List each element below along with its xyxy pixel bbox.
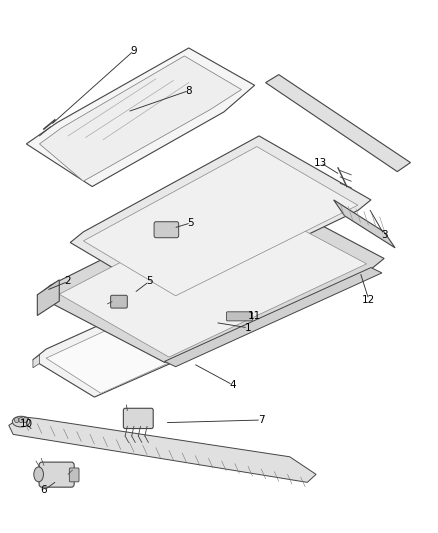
Polygon shape bbox=[26, 48, 254, 187]
Circle shape bbox=[23, 417, 28, 423]
FancyBboxPatch shape bbox=[39, 462, 74, 487]
Polygon shape bbox=[39, 56, 241, 181]
FancyBboxPatch shape bbox=[123, 408, 153, 429]
Polygon shape bbox=[46, 273, 293, 393]
Text: 3: 3 bbox=[380, 230, 387, 239]
Polygon shape bbox=[287, 301, 300, 312]
Text: 9: 9 bbox=[130, 46, 137, 55]
Text: 1: 1 bbox=[244, 323, 251, 333]
Text: 12: 12 bbox=[361, 295, 374, 304]
Polygon shape bbox=[33, 264, 300, 397]
Text: 11: 11 bbox=[247, 311, 261, 320]
Text: 5: 5 bbox=[187, 218, 194, 228]
Text: 8: 8 bbox=[185, 86, 192, 95]
Polygon shape bbox=[70, 136, 370, 301]
Polygon shape bbox=[59, 198, 366, 357]
Polygon shape bbox=[9, 417, 315, 482]
Polygon shape bbox=[37, 280, 59, 316]
Polygon shape bbox=[33, 355, 39, 368]
Polygon shape bbox=[83, 147, 357, 296]
FancyBboxPatch shape bbox=[69, 468, 79, 482]
Polygon shape bbox=[164, 268, 381, 367]
Polygon shape bbox=[37, 187, 383, 362]
Circle shape bbox=[19, 417, 23, 423]
Polygon shape bbox=[265, 75, 410, 172]
Text: 6: 6 bbox=[40, 486, 47, 495]
FancyBboxPatch shape bbox=[110, 295, 127, 308]
Text: 7: 7 bbox=[257, 415, 264, 425]
Text: 4: 4 bbox=[229, 380, 236, 390]
Text: 5: 5 bbox=[145, 277, 152, 286]
Text: 13: 13 bbox=[313, 158, 326, 167]
Text: 2: 2 bbox=[64, 277, 71, 286]
Polygon shape bbox=[333, 200, 394, 248]
Circle shape bbox=[14, 417, 19, 423]
FancyBboxPatch shape bbox=[226, 312, 252, 321]
FancyBboxPatch shape bbox=[154, 222, 178, 238]
Ellipse shape bbox=[12, 416, 30, 427]
Text: 10: 10 bbox=[20, 419, 33, 429]
Ellipse shape bbox=[34, 467, 43, 482]
